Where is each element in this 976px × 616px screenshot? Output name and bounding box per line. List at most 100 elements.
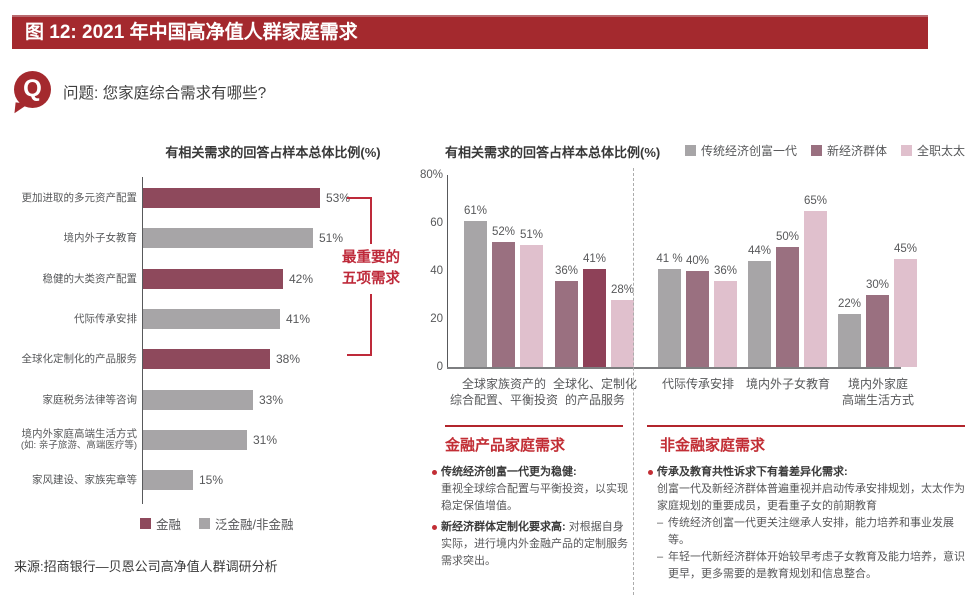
nonfinance-section-rule xyxy=(647,425,965,427)
hbar-bar xyxy=(143,390,253,410)
y-tick-label: 40 xyxy=(430,265,443,277)
figure-title-banner: 图 12: 2021 年中国高净值人群家庭需求 xyxy=(12,15,928,49)
hbar-row: 全球化定制化的产品服务 38% xyxy=(20,349,420,369)
group-x-label-line: 全球家族资产的 xyxy=(461,377,546,391)
group-x-label-line: 综合配置、平衡投资 xyxy=(449,393,558,407)
grouped-bar-value-label: 51% xyxy=(519,229,544,241)
grouped-bar xyxy=(894,259,917,367)
hbar-value-label: 38% xyxy=(276,352,301,366)
hbar-category-line: 代际传承安排 xyxy=(74,313,137,325)
grouped-bar-value-label: 36% xyxy=(713,265,738,277)
hbar-category-label: 稳健的大类资产配置 xyxy=(20,273,138,285)
group-x-label: 境内外家庭高端生活方式 xyxy=(803,376,953,408)
group-x-label-line: 境内外子女教育 xyxy=(745,377,830,391)
hbar-row: 更加进取的多元资产配置 53% xyxy=(20,188,420,208)
grouped-bar-value-label: 28% xyxy=(610,284,635,296)
grouped-chart-title: 有相关需求的回答占样本总体比例(%) xyxy=(445,145,661,160)
group-x-label: 境内外子女教育 xyxy=(713,376,863,392)
hbar-category-subline: (如: 亲子旅游、高端医疗等) xyxy=(20,440,137,451)
grouped-bar xyxy=(838,314,861,367)
nonfinance-needs-section: 非金融家庭需求 传承及教育共性诉求下有着差异化需求: 创富一代及新经济群体普遍重… xyxy=(646,418,966,587)
hbar-row: 境内外家庭高端生活方式 (如: 亲子旅游、高端医疗等) 31% xyxy=(20,428,420,452)
y-tick-label: 20 xyxy=(430,313,443,325)
group-x-label: 全球化、定制化 的产品服务 xyxy=(520,376,670,408)
bullet-text: 重视全球综合配置与平衡投资，以实现稳定保值增值。 xyxy=(441,483,628,512)
figure-title: 图 12: 2021 年中国高净值人群家庭需求 xyxy=(25,22,358,43)
grouped-bar xyxy=(492,242,515,367)
y-tick-label: 80% xyxy=(419,169,443,181)
grouped-bar xyxy=(804,211,827,367)
hbar-value-label: 42% xyxy=(289,272,314,286)
grouped-bar xyxy=(583,269,606,367)
hbar-category-label: 家庭税务法律等咨询 xyxy=(20,394,138,406)
grouped-bar xyxy=(686,271,709,367)
grouped-bar-value-label: 40% xyxy=(685,255,710,267)
finance-section-rule xyxy=(445,425,623,427)
hbar-category-label: 境内外家庭高端生活方式 (如: 亲子旅游、高端医疗等) xyxy=(20,428,137,452)
bullet-text: 创富一代及新经济群体普遍重视并启动传承安排规划，太太作为家庭规划的重要成员，更看… xyxy=(657,483,965,512)
legend-swatch xyxy=(900,145,912,156)
grouped-chart-legend: 传统经济创富一代 新经济群体 全职太太 xyxy=(684,142,965,159)
finance-section-title: 金融产品家庭需求 xyxy=(445,437,566,454)
bullet-item: 新经济群体定制化要求高: 对根据自身实际，进行境内外金融产品的定制服务需求突出。 xyxy=(432,519,634,570)
grouped-bar xyxy=(464,221,487,367)
group-x-label-line: 全球化、定制化 xyxy=(552,377,637,391)
grouped-bar xyxy=(611,300,634,367)
group-x-label: 代际传承安排 xyxy=(623,376,773,392)
sub-bullet-item: 传统经济创富一代更关注继承人安排，能力培养和事业发展等。 xyxy=(657,515,966,549)
legend-item: 金融 xyxy=(140,514,181,533)
grouped-bar-value-label: 30% xyxy=(865,279,890,291)
hbar-bar xyxy=(143,309,280,329)
group-x-label-line: 高端生活方式 xyxy=(841,393,914,407)
hbar-category-label: 全球化定制化的产品服务 xyxy=(20,353,138,365)
bullet-lead: 传承及教育共性诉求下有着差异化需求: xyxy=(657,466,848,478)
hbar-value-label: 31% xyxy=(253,433,278,447)
hbar-category-label: 更加进取的多元资产配置 xyxy=(20,192,138,204)
legend-swatch xyxy=(810,145,822,156)
grouped-bar xyxy=(555,281,578,367)
hbar-bar xyxy=(143,430,247,450)
legend-item: 全职太太 xyxy=(900,142,965,159)
group-x-label-line: 境内外家庭 xyxy=(847,377,908,391)
bullet-item: 传承及教育共性诉求下有着差异化需求: 创富一代及新经济群体普遍重视并启动传承安排… xyxy=(648,464,966,583)
hbar-category-line: 境内外子女教育 xyxy=(63,232,138,244)
grouped-chart-x-axis xyxy=(447,367,901,369)
grouped-bar-value-label: 65% xyxy=(803,195,828,207)
grouped-bar xyxy=(776,247,799,367)
bullet-dot-icon xyxy=(648,470,653,475)
hbar-bar xyxy=(143,269,283,289)
question-bubble-icon: Q xyxy=(14,71,51,108)
grouped-bar-value-label: 52% xyxy=(491,226,516,238)
section-dashed-divider xyxy=(633,168,634,595)
top5-annotation-line2: 五项需求 xyxy=(342,271,400,287)
legend-swatch xyxy=(140,518,151,529)
grouped-bar-value-label: 22% xyxy=(837,298,862,310)
source-note: 来源:招商银行—贝恩公司高净值人群调研分析 xyxy=(14,559,278,574)
grouped-bar-value-label: 50% xyxy=(775,231,800,243)
hbar-value-label: 51% xyxy=(319,231,344,245)
hbar-bar xyxy=(143,349,270,369)
hbar-value-label: 33% xyxy=(259,393,284,407)
hbar-value-label: 53% xyxy=(326,191,351,205)
grouped-bar-value-label: 44% xyxy=(747,245,772,257)
group-x-label-line: 的产品服务 xyxy=(564,393,625,407)
legend-item: 泛金融/非金融 xyxy=(199,514,294,533)
y-tick-label: 0 xyxy=(436,361,443,373)
hbar-row: 境内外子女教育 51% xyxy=(20,228,420,248)
hbar-chart-title: 有相关需求的回答占样本总体比例(%) xyxy=(165,145,381,160)
grouped-bar-value-label: 41% xyxy=(582,253,607,265)
hbar-row: 代际传承安排 41% xyxy=(20,309,420,329)
hbar-value-label: 15% xyxy=(199,473,224,487)
hbar-category-label: 境内外子女教育 xyxy=(20,232,138,244)
grouped-bar-value-label: 36% xyxy=(554,265,579,277)
legend-item: 新经济群体 xyxy=(810,142,887,159)
hbar-legend: 金融 泛金融/非金融 xyxy=(140,514,294,533)
hbar-bar xyxy=(143,228,313,248)
hbar-y-axis xyxy=(142,177,143,504)
bullet-dot-icon xyxy=(432,470,437,475)
bullet-lead: 新经济群体定制化要求高: xyxy=(441,521,566,533)
legend-label: 金融 xyxy=(156,518,182,532)
hbar-value-label: 41% xyxy=(286,312,311,326)
nonfinance-section-title: 非金融家庭需求 xyxy=(660,437,766,454)
